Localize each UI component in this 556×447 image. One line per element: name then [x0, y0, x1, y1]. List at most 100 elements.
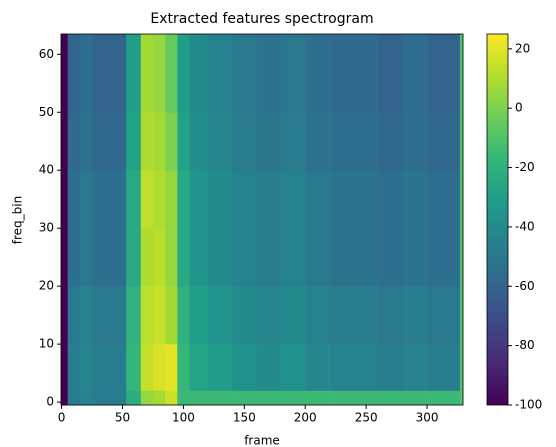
heatmap-cell	[459, 390, 464, 406]
heatmap-cell	[451, 34, 461, 113]
heatmap-cell	[378, 228, 403, 287]
heatmap-cell	[280, 228, 306, 287]
heatmap-cell	[189, 228, 209, 287]
heatmap-cell	[177, 112, 190, 171]
heatmap-cell	[329, 170, 355, 229]
heatmap-cell	[329, 286, 355, 345]
heatmap-cell	[67, 344, 81, 391]
heatmap-cell	[67, 390, 81, 406]
heatmap-cell	[165, 344, 178, 391]
heatmap-cell	[427, 170, 452, 229]
heatmap-cell	[280, 286, 306, 345]
heatmap-cell	[165, 390, 178, 406]
heatmap-cell	[152, 390, 166, 406]
heatmap-cell	[104, 34, 117, 113]
heatmap-cell	[104, 390, 117, 406]
heatmap-cell	[427, 286, 452, 345]
heatmap-cell	[126, 228, 142, 287]
heatmap-cell	[152, 286, 166, 345]
heatmap-cell	[207, 228, 233, 287]
heatmap-cell	[79, 34, 93, 113]
x-tick-label: 300	[416, 411, 439, 425]
heatmap-cell	[126, 286, 142, 345]
heatmap-cell	[451, 170, 461, 229]
heatmap-cell	[207, 344, 233, 391]
heatmap-cell	[126, 344, 142, 391]
heatmap-cell	[189, 112, 209, 171]
heatmap-cell	[165, 286, 178, 345]
heatmap-cell	[140, 34, 154, 113]
heatmap-cell	[67, 34, 81, 113]
heatmap-cell	[177, 170, 190, 229]
heatmap-cell	[92, 344, 105, 391]
heatmap-cell	[305, 390, 330, 406]
heatmap-cell	[189, 344, 209, 391]
heatmap-cell	[177, 228, 190, 287]
heatmap-cell	[459, 344, 464, 391]
colorbar-tick-label: 0	[515, 101, 523, 115]
colorbar-tick-label: -80	[515, 338, 535, 352]
heatmap-cell	[256, 344, 282, 391]
y-tick-label: 40	[39, 163, 54, 177]
heatmap-cell	[92, 390, 105, 406]
heatmap-cell	[67, 228, 81, 287]
heatmap-cell	[116, 228, 127, 287]
heatmap-cell	[207, 390, 233, 406]
heatmap-cell	[61, 112, 68, 171]
heatmap-cell	[451, 390, 461, 406]
heatmap-cell	[305, 170, 330, 229]
heatmap-cell	[256, 286, 282, 345]
heatmap-cell	[427, 112, 452, 171]
heatmap-cell	[140, 170, 154, 229]
heatmap-cell	[116, 112, 127, 171]
heatmap-cell	[402, 344, 428, 391]
heatmap-cell	[92, 34, 105, 113]
heatmap-cell	[67, 170, 81, 229]
x-tick-label: 50	[115, 411, 130, 425]
heatmap-cell	[378, 286, 403, 345]
heatmap-cell	[256, 228, 282, 287]
heatmap-cell	[67, 286, 81, 345]
heatmap-cell	[104, 344, 117, 391]
heatmap-cell	[427, 34, 452, 113]
heatmap-cell	[126, 390, 142, 406]
heatmap-cell	[329, 344, 355, 391]
heatmap-cell	[402, 112, 428, 171]
heatmap-cell	[232, 344, 257, 391]
x-axis-label: frame	[244, 434, 280, 447]
heatmap-cell	[140, 112, 154, 171]
heatmap-cell	[353, 286, 379, 345]
heatmap-cell	[116, 286, 127, 345]
heatmap-cell	[232, 286, 257, 345]
heatmap-cell	[256, 390, 282, 406]
heatmap-cell	[329, 390, 355, 406]
heatmap-cell	[177, 286, 190, 345]
heatmap-cell	[189, 390, 209, 406]
heatmap-cell	[140, 390, 154, 406]
heatmap-cell	[152, 170, 166, 229]
heatmap-cell	[256, 170, 282, 229]
heatmap-cell	[402, 286, 428, 345]
heatmap-cell	[116, 344, 127, 391]
heatmap-cell	[104, 228, 117, 287]
heatmap-cell	[104, 286, 117, 345]
heatmap-cell	[207, 34, 233, 113]
heatmap-cell	[152, 34, 166, 113]
x-tick-label: 250	[355, 411, 378, 425]
heatmap-cell	[92, 228, 105, 287]
heatmap-cell	[280, 344, 306, 391]
y-tick-label: 0	[46, 395, 54, 409]
heatmap-cell	[165, 34, 178, 113]
heatmap-cell	[126, 34, 142, 113]
heatmap-cell	[305, 112, 330, 171]
heatmap-cell	[61, 344, 68, 391]
heatmap-cell	[207, 170, 233, 229]
heatmap-cell	[378, 170, 403, 229]
heatmap-cell	[104, 170, 117, 229]
heatmap-cell	[378, 112, 403, 171]
heatmap-cell	[152, 344, 166, 391]
heatmap-cell	[79, 112, 93, 171]
heatmap-cell	[402, 170, 428, 229]
heatmap-cell	[402, 390, 428, 406]
